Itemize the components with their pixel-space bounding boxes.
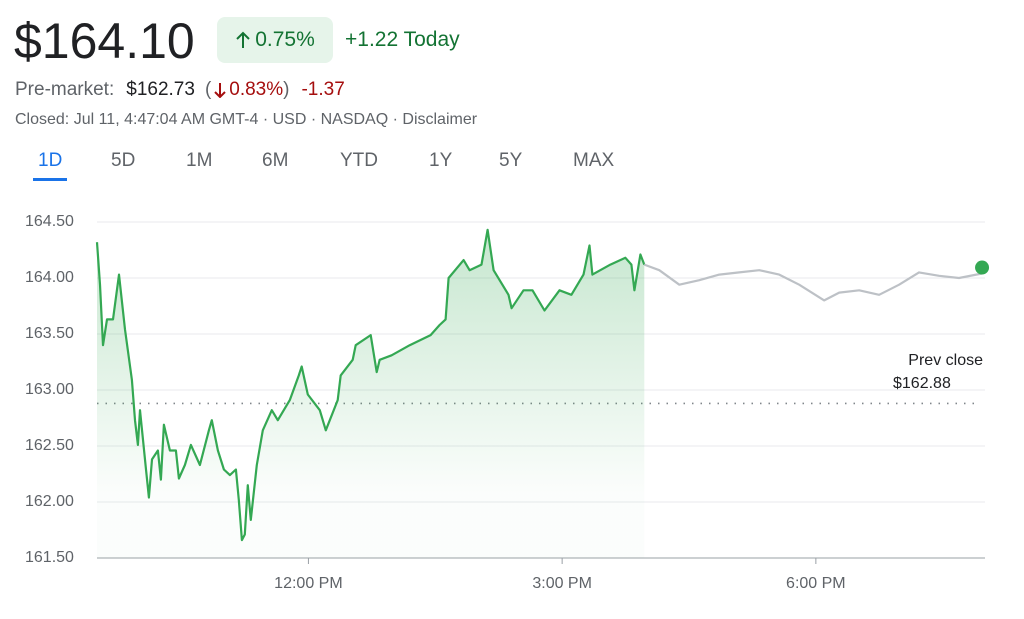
y-tick-label: 164.00	[25, 269, 74, 286]
range-tab[interactable]: 1Y	[429, 150, 453, 171]
premarket: Pre-market: $162.73 ( 0.83% ) -1.37	[15, 79, 345, 101]
x-tick-label: 3:00 PM	[532, 575, 592, 592]
prev-close-value: $162.88	[893, 375, 951, 392]
change-today: +1.22 Today	[345, 28, 460, 51]
range-tab[interactable]: 1D	[33, 150, 68, 181]
paren: )	[283, 79, 290, 100]
range-tab[interactable]: 5D	[111, 150, 136, 171]
price-line	[643, 263, 983, 302]
area-fill	[97, 229, 645, 559]
premarket-pct: 0.83%	[229, 79, 284, 100]
change-badge: 0.75%	[217, 17, 333, 63]
y-tick-label: 162.50	[25, 437, 74, 454]
premarket-change: -1.37	[301, 79, 345, 100]
price-line	[95, 228, 646, 542]
y-tick-label: 162.00	[25, 493, 74, 510]
premarket-price: $162.73	[126, 79, 195, 100]
up-arrow	[236, 31, 250, 48]
change-pct: 0.75%	[255, 28, 315, 51]
status: Closed: Jul 11, 4:47:04 AM GMT-4 · USD ·…	[15, 111, 478, 128]
y-tick-label: 161.50	[25, 549, 74, 566]
range-tab[interactable]: 6M	[262, 150, 289, 171]
prev-close-label: Prev close	[908, 352, 983, 369]
price: $164.10	[14, 13, 195, 69]
range-tab[interactable]: 5Y	[499, 150, 523, 171]
x-tick-label: 6:00 PM	[786, 575, 846, 592]
y-tick-label: 163.50	[25, 325, 74, 342]
down-arrow	[214, 83, 226, 98]
y-tick-label: 163.00	[25, 381, 74, 398]
range-tab[interactable]: YTD	[340, 150, 378, 171]
x-tick-label: 12:00 PM	[274, 575, 342, 592]
current-dot	[975, 260, 990, 275]
range-tab[interactable]: MAX	[573, 150, 615, 171]
premarket-label: Pre-market:	[15, 79, 115, 100]
y-tick-label: 164.50	[25, 213, 74, 230]
paren: (	[204, 79, 212, 100]
range-tab[interactable]: 1M	[186, 150, 213, 171]
